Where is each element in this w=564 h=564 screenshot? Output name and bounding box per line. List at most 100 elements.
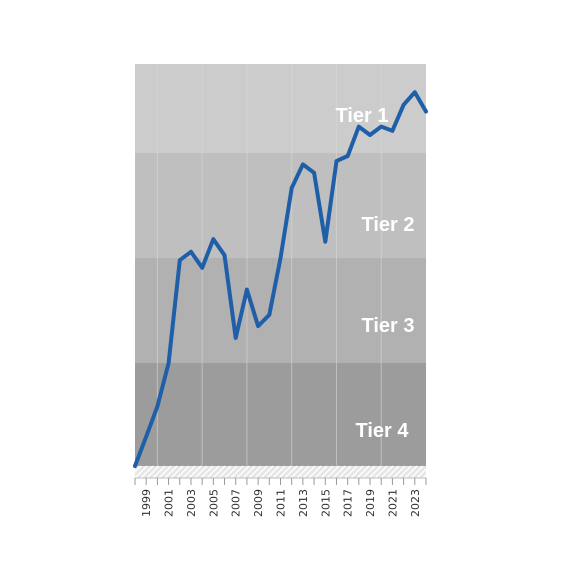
hatch-line [134,465,142,473]
data-point [166,361,171,365]
data-point [267,313,272,317]
hatch-line [320,465,334,479]
hatch-line [158,465,172,479]
hatch-line [134,465,148,479]
hatch-line [224,465,238,479]
hatch-line [362,465,376,479]
hatch-line [194,465,208,479]
x-tick-label-2021: 2021 [386,489,399,517]
hatch-line [176,465,190,479]
x-tick-label-2001: 2001 [163,489,176,517]
data-point [245,287,249,292]
data-point [368,133,372,137]
tier-labels: Tier 1 Tier 2 Tier 3 Tier 4 [336,105,415,442]
data-point [177,258,182,263]
hatch-line [308,465,322,479]
tier-band-1 [135,64,426,153]
hatch-line [236,465,250,479]
hatch-line [170,465,184,479]
x-tick-label-2017: 2017 [342,489,355,517]
hatch-line [266,465,280,479]
data-point [379,124,384,129]
hatch-line [206,465,220,479]
hatch-line [386,465,400,479]
hatch-line [146,465,160,479]
hatch-line [242,465,256,479]
hatch-line [380,465,394,479]
x-tick-label-2009: 2009 [252,489,265,517]
data-point [200,265,204,270]
data-point [278,256,283,260]
series-layer [133,90,428,468]
hatch-line [338,465,352,479]
tier-label-3: Tier 3 [362,315,415,337]
x-tick-label-1999: 1999 [140,489,153,517]
data-point [301,162,305,167]
hatch-line [332,465,346,479]
hatch-line [284,465,298,479]
x-tick-label-2005: 2005 [207,489,220,517]
hatch-line [218,465,232,479]
hatch-line [314,465,328,479]
hatch-line [416,468,427,479]
x-tick-label-2003: 2003 [185,489,198,517]
x-tick-label-2011: 2011 [275,489,288,517]
data-point [256,324,260,328]
hatch-line [212,465,226,479]
x-tick-label-2007: 2007 [230,489,243,517]
hatch-line [344,465,358,479]
hatch-line [410,465,424,479]
data-point [155,404,160,409]
tier-band-3 [135,258,426,363]
data-point [211,237,216,241]
data-point [390,129,395,133]
vertical-gridlines [156,64,382,466]
data-point [345,154,350,158]
hatch-line [182,465,196,479]
hatch-line [272,465,286,479]
tier-band-4 [135,363,426,466]
data-point [323,239,328,244]
baseline-hatch-lines [134,465,427,479]
x-tick-label-2015: 2015 [319,489,332,517]
x-axis: 1999 2001 2003 2005 2007 2009 2011 2013 2015 2017… [134,477,427,517]
tier-label-2: Tier 2 [362,214,415,236]
x-tick-label-2019: 2019 [364,489,377,517]
hatch-line [140,465,154,479]
data-point [357,124,361,129]
hatch-line [254,465,268,479]
hatch-line [290,465,304,479]
hatch-line [404,465,418,479]
data-point [233,336,238,340]
hatch-line [296,465,310,479]
data-point [144,434,148,439]
tier-label-1: Tier 1 [336,105,389,127]
data-point [424,109,428,114]
hatch-line [260,465,274,479]
hatch-line [152,465,166,479]
data-point [133,464,137,468]
hatch-line [398,465,412,479]
data-point [289,186,294,190]
hatch-line [356,465,370,479]
data-point [413,90,417,94]
data-point [312,171,316,175]
hatch-line [248,465,262,479]
hatch-line [350,465,364,479]
hatch-line [368,465,382,479]
x-tick-label-2023: 2023 [409,489,422,517]
data-point [189,250,193,254]
tier-label-4: Tier 4 [356,420,410,442]
tier-band-2 [135,153,426,258]
data-point [222,253,227,257]
hatch-line [230,465,244,479]
hatch-line [164,465,178,479]
hatch-line [392,465,406,479]
hatch-line [278,465,292,479]
hatch-line [326,465,340,479]
x-tick-label-2013: 2013 [297,489,310,517]
hatch-line [302,465,316,479]
tier-bands [135,64,426,466]
data-point [401,103,406,107]
